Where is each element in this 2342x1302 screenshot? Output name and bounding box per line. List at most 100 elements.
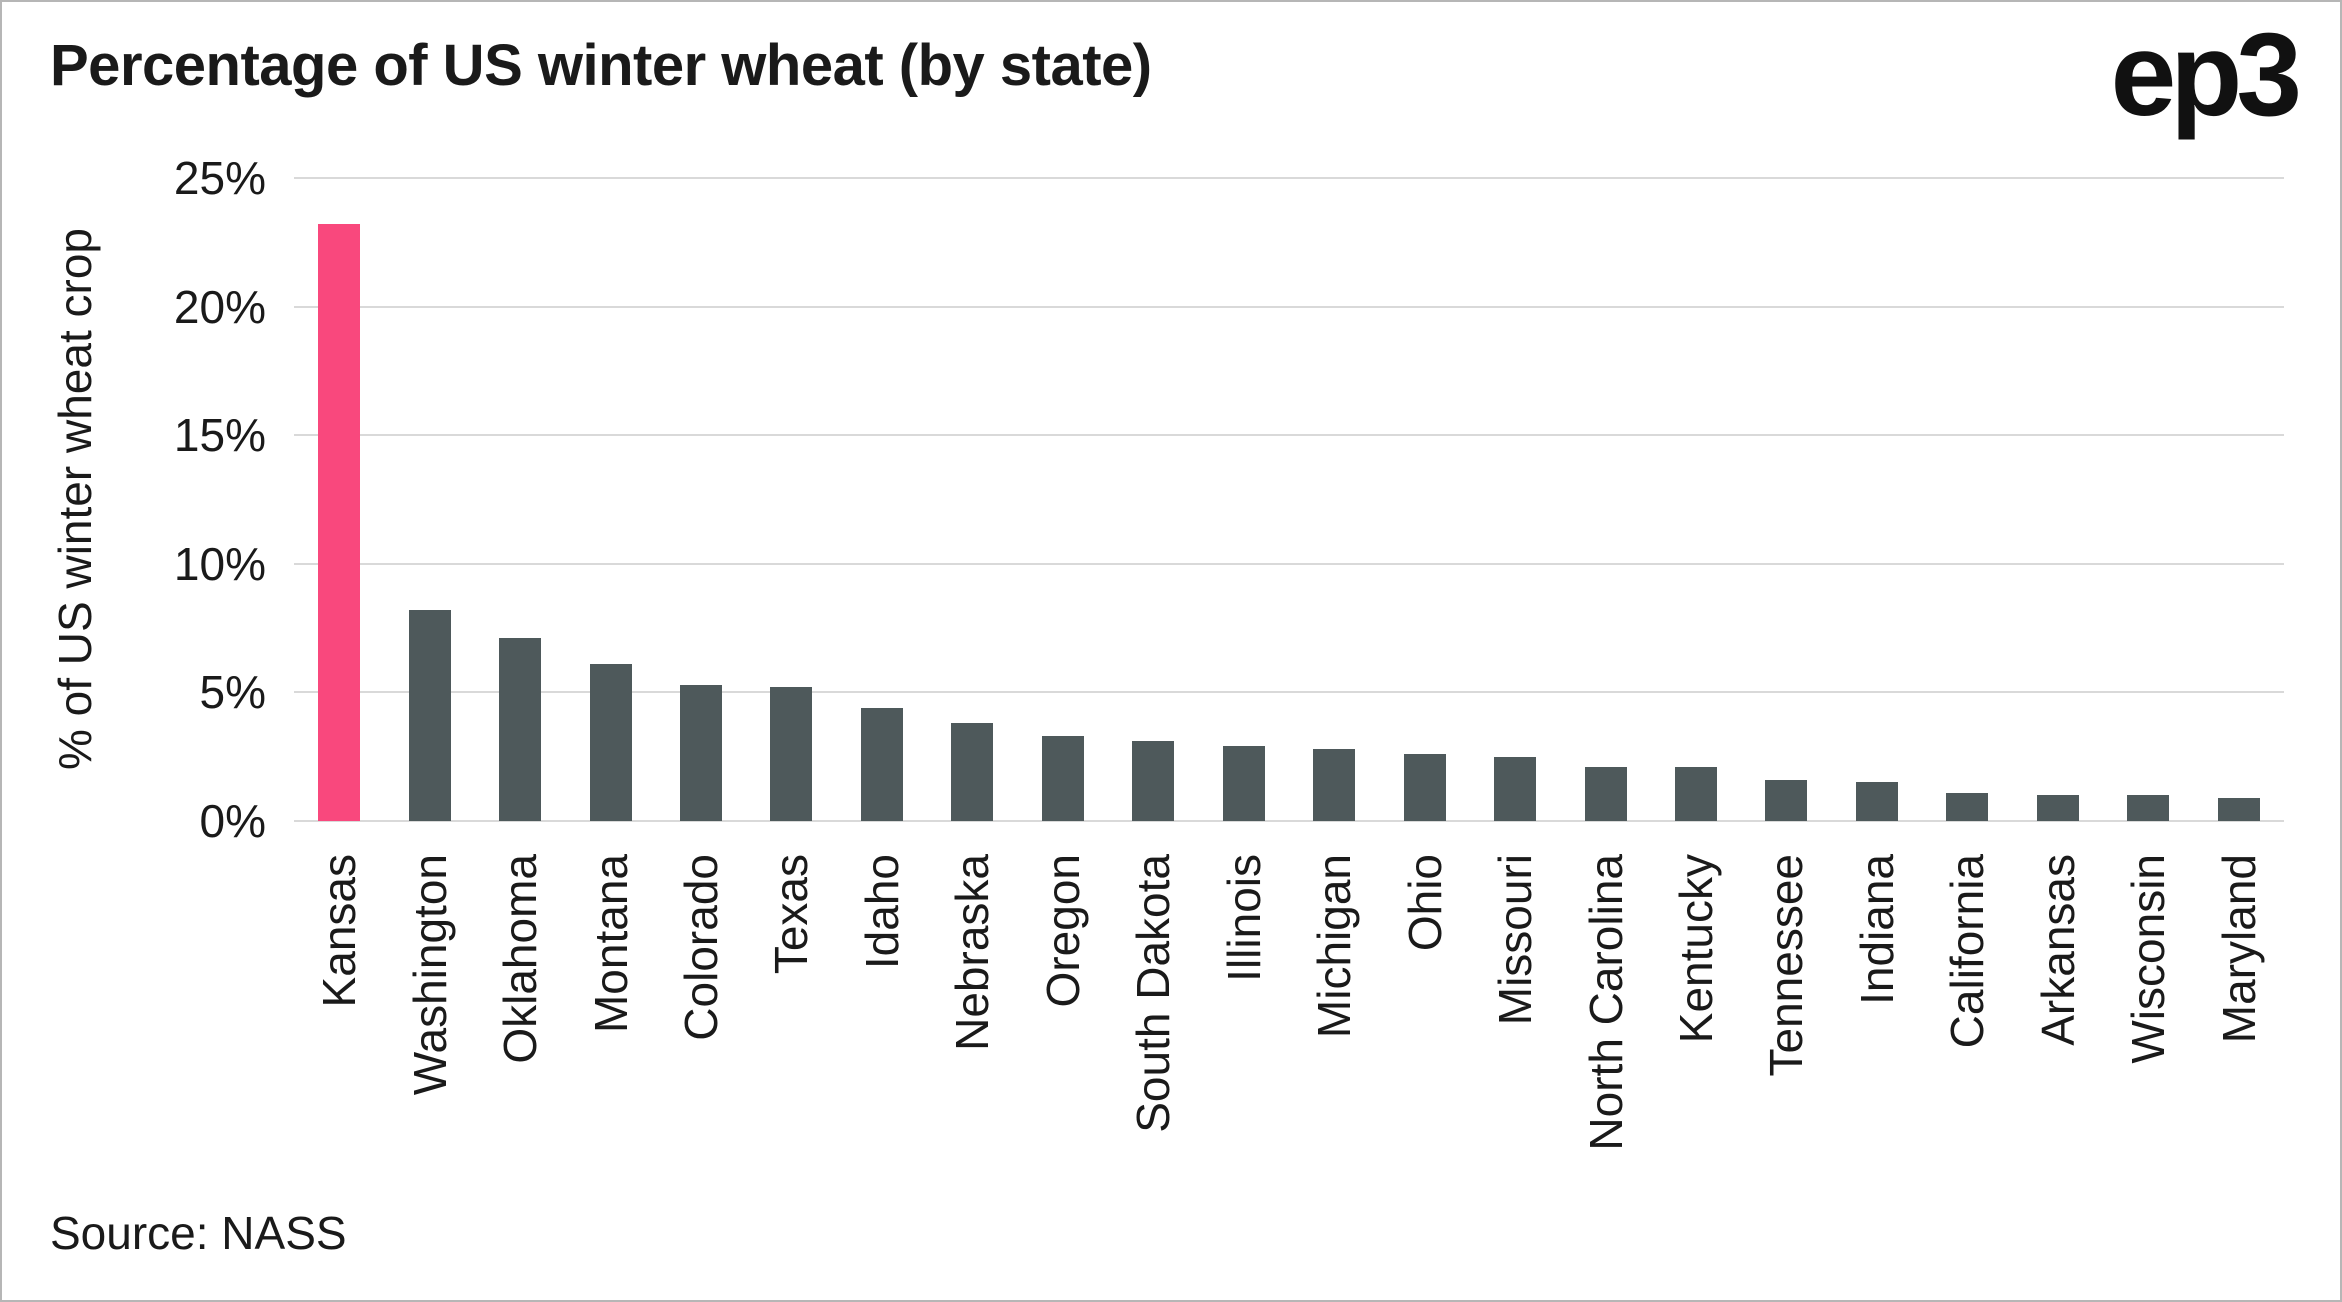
x-axis-label-montana: Montana <box>584 854 637 1034</box>
bar-ohio <box>1403 754 1446 821</box>
ytick-label-10pct: 10% <box>173 537 266 590</box>
bar-kentucky <box>1675 767 1718 821</box>
bar-oklahoma <box>499 638 542 821</box>
bar-south-dakota <box>1132 741 1175 821</box>
ep3-logo: ep3 <box>2110 9 2302 141</box>
x-label-cell-missouri: Missouri <box>1470 854 1560 1286</box>
bar-column-illinois <box>1199 178 1289 821</box>
ytick-label-25pct: 25% <box>173 152 266 204</box>
ytick-label-5pct: 5% <box>199 666 266 719</box>
x-label-cell-texas: Texas <box>746 854 836 1286</box>
bar-column-nebraska <box>927 178 1017 821</box>
x-axis-label-oregon: Oregon <box>1036 854 1089 1008</box>
x-axis-label-idaho: Idaho <box>855 854 908 970</box>
x-axis-label-wisconsin: Wisconsin <box>2122 854 2175 1064</box>
x-axis-label-arkansas: Arkansas <box>2031 854 2084 1046</box>
x-label-cell-oklahoma: Oklahoma <box>475 854 565 1286</box>
bar-column-wisconsin <box>2103 178 2193 821</box>
x-axis-label-michigan: Michigan <box>1308 854 1361 1039</box>
bar-kansas <box>318 224 361 821</box>
y-axis-label-wrap: % of US winter wheat crop <box>48 178 102 821</box>
bar-column-arkansas <box>2013 178 2103 821</box>
bar-column-north-carolina <box>1560 178 1650 821</box>
gridline-25pct <box>294 177 2284 179</box>
y-axis-label: % of US winter wheat crop <box>49 228 101 771</box>
x-label-cell-maryland: Maryland <box>2194 854 2284 1286</box>
gridline-5pct <box>294 691 2284 694</box>
x-axis-label-texas: Texas <box>765 854 818 975</box>
gridline-20pct <box>294 305 2284 308</box>
y-axis-ticks: 0% 5% 10% 15% 20% 25% <box>112 152 272 847</box>
bar-column-oregon <box>1018 178 1108 821</box>
bar-indiana <box>1855 782 1898 821</box>
x-label-cell-indiana: Indiana <box>1832 854 1922 1286</box>
x-axis-label-illinois: Illinois <box>1217 854 1270 982</box>
x-label-cell-tennessee: Tennessee <box>1741 854 1831 1286</box>
x-axis-label-south-dakota: South Dakota <box>1127 854 1180 1133</box>
x-axis-label-tennessee: Tennessee <box>1760 854 1813 1077</box>
x-label-cell-illinois: Illinois <box>1199 854 1289 1286</box>
x-axis-label-oklahoma: Oklahoma <box>494 854 547 1064</box>
bar-missouri <box>1494 756 1537 821</box>
x-axis-label-kansas: Kansas <box>313 854 366 1008</box>
source-note: Source: NASS <box>50 1207 347 1259</box>
x-axis-label-washington: Washington <box>403 854 456 1096</box>
x-label-cell-california: California <box>1922 854 2012 1286</box>
x-label-cell-montana: Montana <box>565 854 655 1286</box>
bar-maryland <box>2217 797 2260 821</box>
bar-wisconsin <box>2127 795 2170 821</box>
x-label-cell-kentucky: Kentucky <box>1651 854 1741 1286</box>
x-axis-label-california: California <box>1941 854 1994 1049</box>
bar-column-colorado <box>656 178 746 821</box>
bars-container <box>294 178 2284 821</box>
bar-tennessee <box>1765 779 1808 821</box>
bar-illinois <box>1222 746 1265 821</box>
bar-column-texas <box>746 178 836 821</box>
gridline-10pct <box>294 562 2284 565</box>
gridline-0pct <box>294 820 2284 822</box>
x-label-cell-north-carolina: North Carolina <box>1560 854 1650 1286</box>
bar-column-kentucky <box>1651 178 1741 821</box>
x-label-cell-arkansas: Arkansas <box>2013 854 2103 1286</box>
plot-area <box>294 177 2284 822</box>
bar-column-washington <box>384 178 474 821</box>
ytick-label-15pct: 15% <box>173 409 266 462</box>
bar-oregon <box>1041 736 1084 821</box>
bar-washington <box>408 610 451 821</box>
bar-column-ohio <box>1379 178 1469 821</box>
bar-column-missouri <box>1470 178 1560 821</box>
bar-michigan <box>1313 748 1356 821</box>
bar-column-maryland <box>2194 178 2284 821</box>
x-axis-label-north-carolina: North Carolina <box>1579 854 1632 1151</box>
x-label-cell-michigan: Michigan <box>1289 854 1379 1286</box>
bar-column-south-dakota <box>1108 178 1198 821</box>
bar-column-idaho <box>837 178 927 821</box>
x-axis-label-ohio: Ohio <box>1398 854 1451 952</box>
x-axis-label-maryland: Maryland <box>2212 854 2265 1044</box>
x-label-cell-oregon: Oregon <box>1018 854 1108 1286</box>
bar-north-carolina <box>1584 767 1627 821</box>
bar-colorado <box>680 684 723 821</box>
gridline-15pct <box>294 434 2284 437</box>
bar-column-california <box>1922 178 2012 821</box>
x-axis-label-missouri: Missouri <box>1489 854 1542 1026</box>
x-axis-label-kentucky: Kentucky <box>1670 854 1723 1044</box>
chart-title: Percentage of US winter wheat (by state) <box>50 33 1152 98</box>
x-axis-label-nebraska: Nebraska <box>946 854 999 1051</box>
x-label-cell-wisconsin: Wisconsin <box>2103 854 2193 1286</box>
x-label-cell-south-dakota: South Dakota <box>1108 854 1198 1286</box>
bar-idaho <box>860 707 903 821</box>
bar-column-indiana <box>1832 178 1922 821</box>
bar-column-kansas <box>294 178 384 821</box>
x-axis-labels: Kansas Washington Oklahoma Montana Colorado T… <box>294 854 2284 1286</box>
x-label-cell-nebraska: Nebraska <box>927 854 1017 1286</box>
x-axis-label-colorado: Colorado <box>675 854 728 1041</box>
bar-arkansas <box>2036 795 2079 821</box>
ytick-label-0pct: 0% <box>199 795 266 847</box>
bar-column-tennessee <box>1741 178 1831 821</box>
x-label-cell-idaho: Idaho <box>837 854 927 1286</box>
x-label-cell-washington: Washington <box>384 854 474 1286</box>
bar-column-michigan <box>1289 178 1379 821</box>
bar-column-montana <box>565 178 655 821</box>
